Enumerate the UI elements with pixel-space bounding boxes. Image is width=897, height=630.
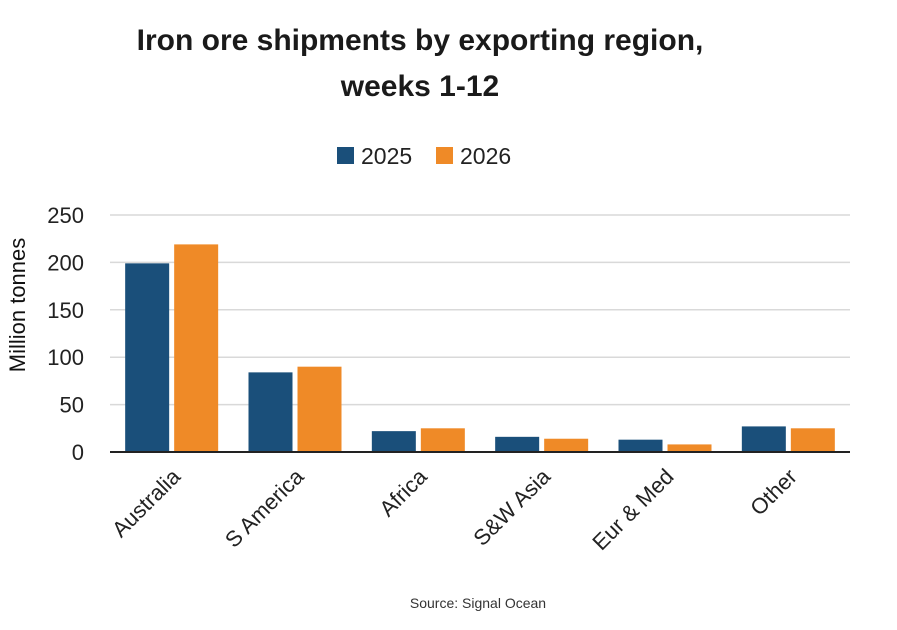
legend-swatch-2025 bbox=[337, 147, 354, 164]
legend: 2025 2026 bbox=[337, 143, 511, 169]
bar-2025-eur-med bbox=[618, 439, 663, 452]
legend-label-2025: 2025 bbox=[361, 143, 412, 169]
bar-2025-africa bbox=[371, 431, 416, 452]
bar-2026-other bbox=[790, 428, 835, 452]
bar-2026-s-america bbox=[297, 366, 342, 452]
x-axis-ticks: Australia S America Africa S&W Asia Eur & Me… bbox=[107, 463, 802, 555]
x-tick-label: S America bbox=[220, 463, 309, 552]
bar-2025-s-america bbox=[248, 372, 293, 452]
x-tick-label: Eur & Med bbox=[587, 464, 678, 555]
bars bbox=[125, 244, 835, 452]
chart-title-line-2: weeks 1-12 bbox=[340, 70, 499, 103]
y-axis-ticks: 0 50 100 150 200 250 bbox=[47, 203, 84, 465]
x-tick-label: Africa bbox=[374, 463, 432, 521]
x-tick-label: Australia bbox=[107, 463, 186, 542]
bar-2026-australia bbox=[174, 244, 219, 452]
y-tick-label: 50 bbox=[60, 393, 84, 418]
chart-title-line-1: Iron ore shipments by exporting region, bbox=[137, 24, 704, 57]
bar-2026-eur-med bbox=[667, 444, 712, 452]
bar-2025-australia bbox=[125, 263, 170, 452]
bar-2025-other bbox=[741, 426, 786, 452]
chart-title: Iron ore shipments by exporting region, … bbox=[137, 24, 704, 103]
x-tick-label: Other bbox=[745, 464, 802, 521]
legend-swatch-2026 bbox=[436, 147, 453, 164]
source-note: Source: Signal Ocean bbox=[410, 595, 546, 611]
y-tick-label: 200 bbox=[47, 250, 84, 275]
bar-2026-s-w-asia bbox=[544, 438, 589, 452]
y-axis-label: Million tonnes bbox=[5, 238, 30, 373]
x-tick-label: S&W Asia bbox=[468, 463, 555, 550]
bar-2026-africa bbox=[420, 428, 465, 452]
y-tick-label: 150 bbox=[47, 298, 84, 323]
bar-2025-s-w-asia bbox=[495, 436, 540, 452]
legend-label-2026: 2026 bbox=[460, 143, 511, 169]
y-tick-label: 0 bbox=[72, 440, 84, 465]
y-tick-label: 250 bbox=[47, 203, 84, 228]
y-tick-label: 100 bbox=[47, 345, 84, 370]
gridlines bbox=[110, 214, 850, 406]
